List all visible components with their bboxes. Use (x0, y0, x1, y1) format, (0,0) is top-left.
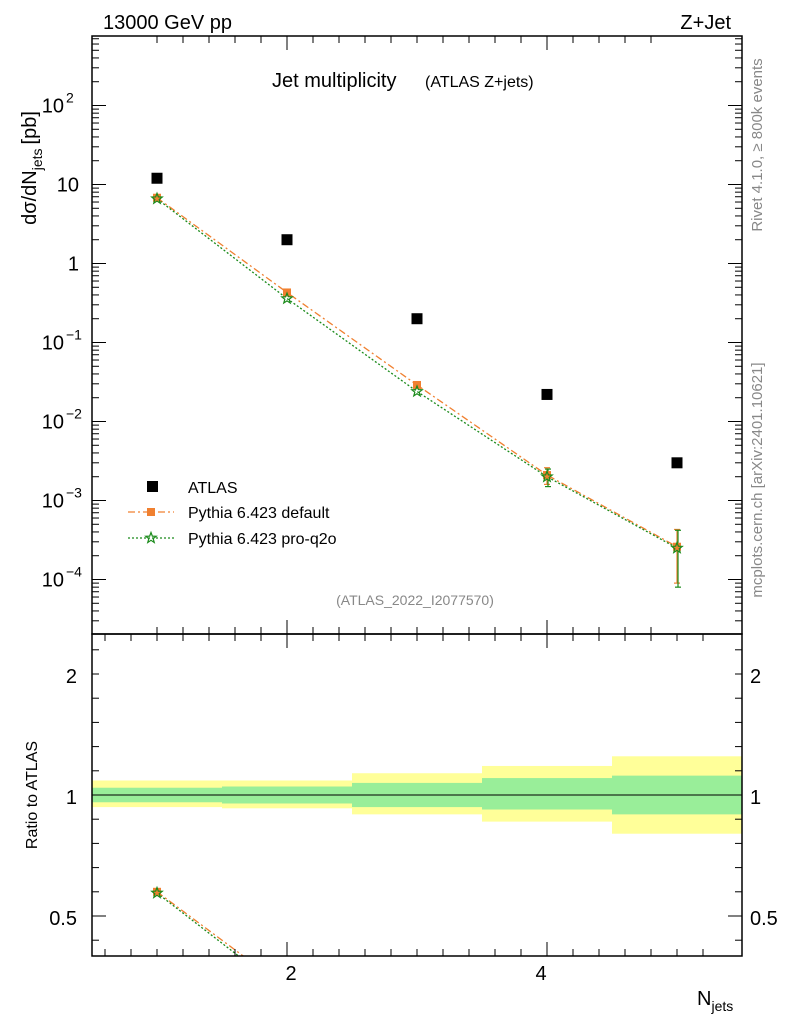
ratio-ticks (92, 634, 742, 956)
ratio-panel: 2 1 0.5 2 1 0.5 Ratio to ATLAS 2 4 Njets (24, 633, 778, 1014)
analysis-watermark: (ATLAS_2022_I2077570) (336, 592, 494, 608)
ratio-ytick-left-1: 1 (66, 787, 77, 809)
main-ytick-label: 10 (42, 491, 64, 513)
point-atlas (411, 313, 423, 325)
point-pythia-proq2o (670, 540, 684, 554)
xtick-label-2: 2 (285, 963, 296, 985)
ratio-y-axis-label: Ratio to ATLAS (24, 741, 41, 849)
legend-label-pythia-default: Pythia 6.423 default (188, 505, 330, 522)
main-data-layer (150, 172, 684, 588)
ratio-point-pythia-default (153, 887, 161, 896)
main-ytick-exponent: −1 (66, 327, 82, 343)
legend-label-atlas: ATLAS (188, 480, 238, 497)
ratio-data-layer (92, 756, 742, 956)
main-ytick-label: 10 (57, 175, 79, 197)
main-ytick-exponent: 2 (66, 90, 74, 106)
legend-item-atlas: ATLAS (147, 480, 238, 497)
ratio-ytick-left-2: 2 (66, 666, 77, 688)
chart-subtitle: (ATLAS Z+jets) (425, 74, 534, 91)
point-pythia-proq2o (150, 191, 164, 205)
y-label-sub: jets (29, 148, 45, 171)
point-atlas (151, 172, 163, 184)
rivet-label: Rivet 4.1.0, ≥ 800k events (749, 58, 766, 231)
point-pythia-proq2o (410, 384, 424, 398)
main-ytick-label: 10 (42, 96, 64, 118)
xtick-label-4: 4 (535, 963, 546, 985)
y-label-main: dσ/dN (19, 170, 41, 225)
ratio-ytick-right-2: 2 (750, 666, 761, 688)
main-ytick-label: 10 (42, 412, 64, 434)
point-pythia-default (543, 471, 551, 480)
main-ytick-label: 1 (68, 254, 79, 276)
point-atlas (671, 457, 683, 469)
energy-label: 13000 GeV pp (103, 12, 232, 34)
point-pythia-default (153, 193, 161, 202)
mcplots-label: mcplots.cern.ch [arXiv:2401.10621] (749, 362, 766, 597)
ratio-frame (91, 633, 743, 957)
legend-marker-pythia-default (147, 508, 155, 516)
y-label-unit: [pb] (19, 111, 41, 144)
main-ytick-exponent: −2 (66, 406, 82, 422)
point-pythia-default (673, 542, 681, 551)
line-pythia-proq2o (156, 198, 678, 549)
main-ticks (92, 36, 742, 634)
legend-marker-atlas (147, 481, 158, 492)
main-y-axis-label: dσ/dNjets [pb] (19, 111, 45, 225)
legend-item-pythia-default: Pythia 6.423 default (128, 505, 330, 522)
svg-text:dσ/dNjets[pb]: dσ/dNjets [pb] (19, 111, 45, 225)
point-pythia-proq2o (540, 469, 554, 483)
x-label-main: N (697, 988, 711, 1010)
chart-title: Jet multiplicity (272, 70, 396, 92)
legend-label-pythia-proq2o: Pythia 6.423 pro-q2o (188, 531, 337, 548)
x-axis-label: Njets (697, 988, 733, 1014)
point-pythia-proq2o (280, 291, 294, 305)
legend-item-pythia-proq2o: Pythia 6.423 pro-q2o (128, 530, 337, 548)
ratio-ytick-left-0p5: 0.5 (49, 908, 77, 930)
process-label: Z+Jet (680, 12, 731, 34)
ratio-point-pythia-proq2o (150, 885, 164, 899)
point-atlas (541, 388, 553, 400)
main-ytick-exponent: −3 (66, 485, 82, 501)
main-ytick-exponent: −4 (66, 564, 82, 580)
x-label-sub: jets (710, 998, 733, 1014)
main-ytick-label: 10 (42, 570, 64, 592)
ratio-ytick-right-0p5: 0.5 (750, 908, 778, 930)
ratio-ytick-right-1: 1 (750, 787, 761, 809)
main-ytick-label: 10 (42, 333, 64, 355)
point-atlas (281, 234, 293, 246)
legend-marker-pythia-proq2o (144, 530, 158, 544)
legend: ATLAS Pythia 6.423 default Pythia 6.423 … (128, 480, 337, 548)
ratio-band-inner (482, 778, 612, 810)
